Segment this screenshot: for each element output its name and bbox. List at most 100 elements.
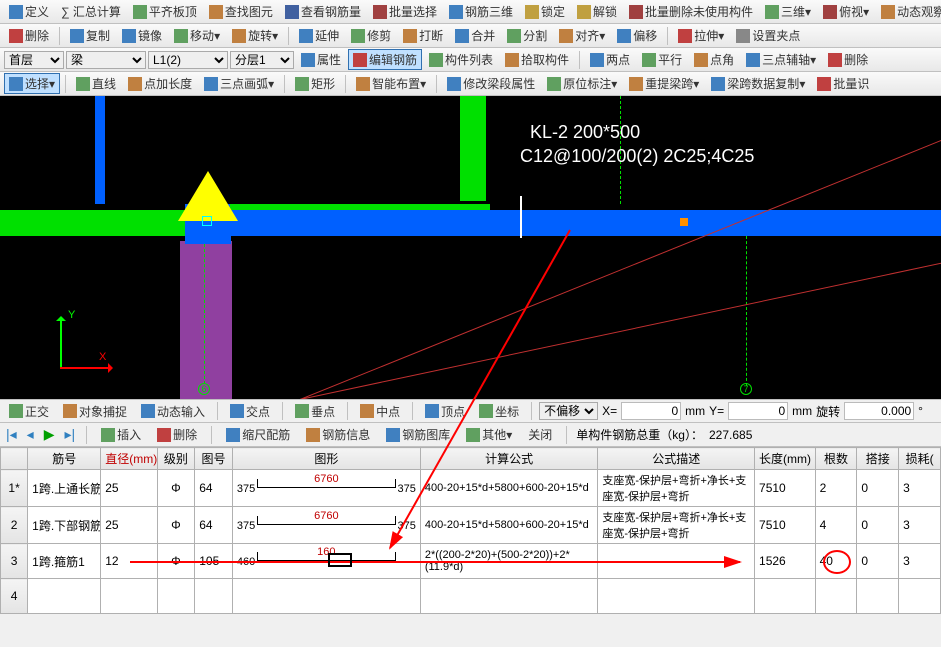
axis-x-label: X [99,351,106,363]
axis-y-label: Y [68,309,75,321]
x-unit: mm [685,404,705,418]
nav-close[interactable]: 关闭 [523,424,557,445]
th-0 [1,448,28,470]
nav-insert[interactable]: 插入 [96,424,146,445]
table-row[interactable]: 31跨.箍筋112Φ1054601602*((200-2*20)+(500-2*… [1,544,941,579]
tb0-6[interactable]: 钢筋三维 [444,1,518,22]
floor-select[interactable]: 首层 [4,51,64,69]
nav-scale[interactable]: 缩尺配筋 [221,424,295,445]
tb1-rotate[interactable]: 旋转 ▾ [227,25,283,46]
rot-input[interactable] [844,402,914,420]
th-5: 图形 [232,448,420,470]
tb1-break[interactable]: 打断 [398,25,448,46]
weight-value: 227.685 [709,428,752,442]
tb0-0[interactable]: 定义 [4,1,54,22]
tb2-edit-rebar[interactable]: 编辑钢筋 [348,49,422,70]
annotation-box [328,553,352,567]
snap-perp[interactable]: 垂点 [290,401,340,422]
tb1-copy[interactable]: 复制 [65,25,115,46]
nav-first[interactable]: |◂ [4,426,19,443]
annotation-circle [823,550,851,574]
y-label: Y= [709,404,724,418]
snap-mid[interactable]: 中点 [355,401,405,422]
tb1-trim[interactable]: 修剪 [346,25,396,46]
th-7: 公式描述 [598,448,755,470]
tb0-1[interactable]: ∑ 汇总计算 [56,1,126,22]
tb2-2pt[interactable]: 两点 [585,49,635,70]
table-row[interactable]: 1*1跨.上通长筋125Φ643756760375400-20+15*d+580… [1,470,941,507]
tb3-batch[interactable]: 批量识 [812,73,874,94]
table-row[interactable]: 21跨.下部钢筋125Φ643756760375400-20+15*d+5800… [1,507,941,544]
tb1-del[interactable]: 删除 [4,25,54,46]
tb1-mirror[interactable]: 镜像 [117,25,167,46]
tb3-smart[interactable]: 智能布置 ▾ [351,73,431,94]
nav-delete[interactable]: 删除 [152,424,202,445]
snap-ortho[interactable]: 正交 [4,401,54,422]
y-unit: mm [792,404,812,418]
tb0-8[interactable]: 解锁 [572,1,622,22]
tb1-align[interactable]: 对齐 ▾ [554,25,610,46]
x-input[interactable] [621,402,681,420]
tb0-5[interactable]: 批量选择 [368,1,442,22]
tb3-respan[interactable]: 重提梁跨 ▾ [624,73,704,94]
snap-obj[interactable]: 对象捕捉 [58,401,132,422]
tb1-offset[interactable]: 偏移 [612,25,662,46]
tb3-arc[interactable]: 三点画弧 ▾ [199,73,279,94]
tb0-2[interactable]: 平齐板顶 [128,1,202,22]
nav-info[interactable]: 钢筋信息 [301,424,375,445]
tb1-merge[interactable]: 合并 [450,25,500,46]
tb0-11[interactable]: 俯视 ▾ [818,1,874,22]
snap-coord[interactable]: 坐标 [474,401,524,422]
tb0-12[interactable]: 动态观察 [876,1,941,22]
tb2-list[interactable]: 构件列表 [424,49,498,70]
axis-node-6: 6 [198,383,210,395]
snap-status-bar: 正交 对象捕捉 动态输入 交点 垂点 中点 顶点 坐标 不偏移 X= mm Y=… [0,399,941,423]
tb0-10[interactable]: 三维 ▾ [760,1,816,22]
snap-vert[interactable]: 顶点 [420,401,470,422]
tb0-9[interactable]: 批量删除未使用构件 [624,1,758,22]
tb2-parallel[interactable]: 平行 [637,49,687,70]
tb3-modseg[interactable]: 修改梁段属性 [442,73,540,94]
sub-select[interactable]: L1(2) [148,51,228,69]
table-row[interactable]: 4 [1,579,941,614]
nav-play[interactable]: ▶ [42,426,57,443]
tb0-7[interactable]: 锁定 [520,1,570,22]
th-2: 直径(mm) [101,448,157,470]
snap-dyn[interactable]: 动态输入 [136,401,210,422]
th-9: 根数 [815,448,857,470]
tb2-del[interactable]: 删除 [823,49,873,70]
snap-x[interactable]: 交点 [225,401,275,422]
tb1-grip[interactable]: 设置夹点 [731,25,805,46]
toolbar-row-3: 选择 ▾ 直线 点加长度 三点画弧 ▾ 矩形 智能布置 ▾ 修改梁段属性 原位标… [0,72,941,96]
th-4: 图号 [195,448,233,470]
tb1-extend[interactable]: 延伸 [294,25,344,46]
tb0-4[interactable]: 查看钢筋量 [280,1,366,22]
tb3-inplace[interactable]: 原位标注 ▾ [542,73,622,94]
rebar-table[interactable]: 筋号 直径(mm) 级别 图号 图形 计算公式 公式描述 长度(mm) 根数 搭… [0,447,941,614]
tb3-ptlen[interactable]: 点加长度 [123,73,197,94]
y-input[interactable] [728,402,788,420]
layer-select[interactable]: 分层1 [230,51,294,69]
tb1-move[interactable]: 移动 ▾ [169,25,225,46]
tb2-3pt[interactable]: 三点辅轴 ▾ [741,49,821,70]
tb0-3[interactable]: 查找图元 [204,1,278,22]
nav-other[interactable]: 其他 ▾ [461,424,517,445]
tb1-split[interactable]: 分割 [502,25,552,46]
nav-prev[interactable]: ◂ [25,426,36,443]
tb3-line[interactable]: 直线 [71,73,121,94]
nav-last[interactable]: ▸| [62,426,77,443]
type-select[interactable]: 梁 [66,51,146,69]
tb3-select[interactable]: 选择 ▾ [4,73,60,94]
rot-label: 旋转 [816,403,840,420]
offset-select[interactable]: 不偏移 [539,402,598,420]
tb2-attr[interactable]: 属性 [296,49,346,70]
rebar-table-wrap: 筋号 直径(mm) 级别 图号 图形 计算公式 公式描述 长度(mm) 根数 搭… [0,447,941,614]
tb3-rect[interactable]: 矩形 [290,73,340,94]
tb3-copyspan[interactable]: 梁跨数据复制 ▾ [706,73,810,94]
toolbar-row-1: 删除 复制 镜像 移动 ▾ 旋转 ▾ 延伸 修剪 打断 合并 分割 对齐 ▾ 偏… [0,24,941,48]
tb1-stretch[interactable]: 拉伸 ▾ [673,25,729,46]
nav-lib[interactable]: 钢筋图库 [381,424,455,445]
drawing-canvas[interactable]: 5 6 7 Y X KL-2 200*500 C12@100/200(2) 2C… [0,96,941,399]
tb2-pick[interactable]: 拾取构件 [500,49,574,70]
tb2-angle[interactable]: 点角 [689,49,739,70]
